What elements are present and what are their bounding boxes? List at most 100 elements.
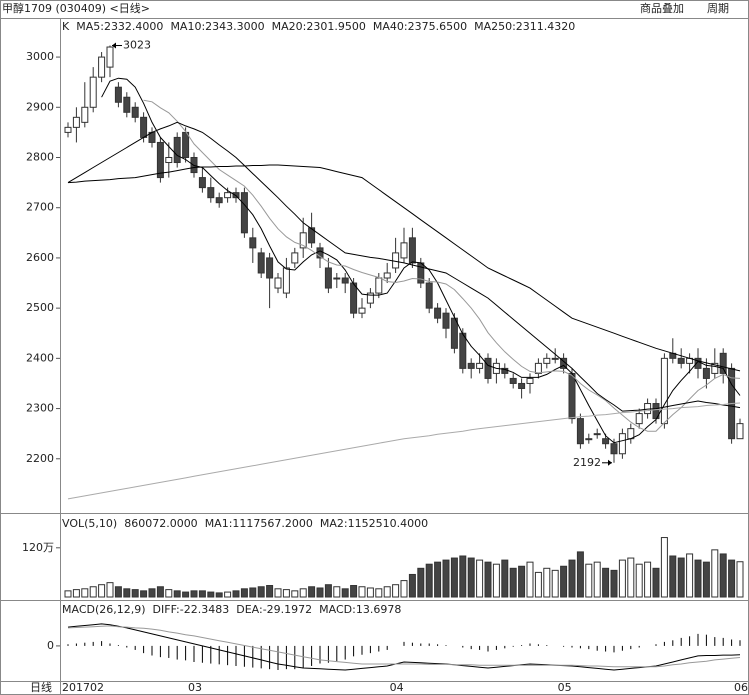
candle-body <box>316 247 324 259</box>
candle-body <box>568 372 576 420</box>
candle-body <box>64 126 72 133</box>
y-tick-label: 2500 <box>26 301 54 314</box>
volume-bar <box>341 588 349 598</box>
legend-entry: MA1:1117567.2000 <box>205 517 313 530</box>
period-button[interactable]: 周期 <box>707 2 729 15</box>
volume-bar <box>467 557 475 598</box>
volume-bar <box>316 587 324 598</box>
y-tick-label: 2300 <box>26 402 54 415</box>
candle-body <box>459 332 467 369</box>
candle-body <box>358 307 366 314</box>
candle-body <box>140 116 148 138</box>
candle-body <box>467 362 475 369</box>
y-tick-label: 0 <box>47 639 54 652</box>
candle-body <box>618 433 626 455</box>
moving-average-line <box>143 99 741 432</box>
legend-entry: MA40:2375.6500 <box>373 20 467 33</box>
volume-bar <box>509 567 517 598</box>
candle-body <box>702 367 710 379</box>
candle-body <box>551 357 559 360</box>
legend-entry: MACD:13.6978 <box>319 603 401 616</box>
volume-bar <box>165 589 173 598</box>
volume-bar <box>694 559 702 598</box>
volume-bar <box>257 586 265 598</box>
volume-bar <box>240 588 248 598</box>
candle-body <box>249 237 257 249</box>
volume-bar <box>669 555 677 598</box>
y-tick-label: 2900 <box>26 100 54 113</box>
candle-body <box>434 307 442 319</box>
volume-bar <box>131 589 139 598</box>
volume-bar <box>425 563 433 598</box>
volume-bar <box>627 557 635 598</box>
candle-body <box>72 116 80 128</box>
candle-body <box>509 377 517 384</box>
volume-bar <box>442 559 450 598</box>
x-tick-label: 04 <box>390 681 404 694</box>
volume-bar <box>660 537 668 598</box>
x-tick-label: 201702 <box>62 681 104 694</box>
volume-bar <box>400 580 408 598</box>
macd-line <box>67 625 741 668</box>
volume-bar <box>459 555 467 598</box>
legend-entry: MA2:1152510.4000 <box>320 517 428 530</box>
candle-body <box>450 317 458 349</box>
candle-body <box>484 357 492 379</box>
volume-bar <box>408 573 416 598</box>
legend-entry: K <box>62 20 70 33</box>
candle-body <box>333 277 341 280</box>
candle-body <box>585 438 593 441</box>
candle-body <box>207 187 215 199</box>
candle-body <box>610 443 618 455</box>
candle-body <box>282 267 290 294</box>
candle-body <box>350 282 358 314</box>
candle-body <box>543 357 551 364</box>
volume-bar <box>484 561 492 598</box>
volume-bar <box>198 590 206 598</box>
volume-bar <box>652 567 660 598</box>
volume-bar <box>173 590 181 598</box>
candle-body <box>98 56 106 78</box>
candle-body <box>198 177 206 189</box>
candle-body <box>131 106 139 118</box>
candle-body <box>711 362 719 374</box>
candle-body <box>476 362 484 369</box>
volume-bar <box>543 567 551 598</box>
moving-average-line <box>101 77 741 444</box>
candle-body <box>392 252 400 269</box>
candle-body <box>341 277 349 284</box>
volume-bar <box>114 586 122 598</box>
volume-bar <box>224 591 232 598</box>
candle-body <box>660 357 668 425</box>
candle-body <box>677 357 685 364</box>
candle-body <box>257 252 265 274</box>
volume-bar <box>392 584 400 598</box>
candle-body <box>534 362 542 374</box>
annotation: 3023 <box>123 39 151 52</box>
volume-bar <box>417 567 425 598</box>
legend-entry: MACD(26,12,9) <box>62 603 146 616</box>
volume-bar <box>602 567 610 598</box>
volume-bar <box>358 586 366 598</box>
volume-bar <box>560 565 568 598</box>
volume-bar <box>89 586 97 598</box>
candle-body <box>224 192 232 199</box>
volume-bar <box>728 559 736 598</box>
moving-average-line <box>67 121 741 412</box>
candle-body <box>215 197 223 204</box>
candle-body <box>400 242 408 259</box>
volume-bar <box>736 561 744 598</box>
volume-bar <box>644 561 652 598</box>
candle-body <box>308 227 316 244</box>
legend-entry: DEA:-29.1972 <box>236 603 312 616</box>
candle-body <box>165 156 173 164</box>
volume-bar <box>501 559 509 598</box>
volume-bar <box>610 569 618 598</box>
legend-entry: MA5:2332.4000 <box>76 20 163 33</box>
volume-bar <box>518 565 526 598</box>
volume-bar <box>148 588 156 598</box>
candle-body <box>366 292 374 304</box>
overlay-button[interactable]: 商品叠加 <box>640 1 684 15</box>
volume-bar <box>383 586 391 598</box>
annotation: 2192 <box>573 456 601 469</box>
